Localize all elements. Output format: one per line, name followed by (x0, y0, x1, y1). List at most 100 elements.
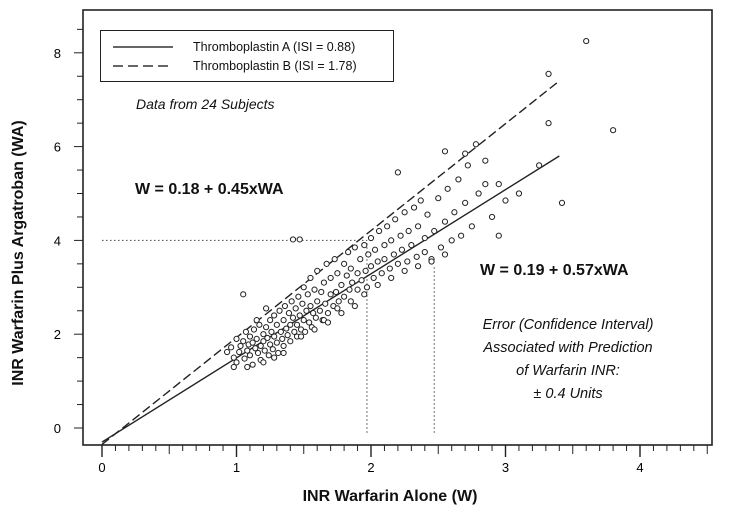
data-point (260, 331, 267, 338)
data-point (262, 305, 270, 312)
data-point (347, 298, 354, 305)
data-point (264, 334, 271, 342)
data-point (341, 260, 348, 267)
data-point (324, 319, 332, 326)
data-point (345, 249, 352, 256)
data-point (271, 333, 278, 340)
data-point (390, 251, 397, 258)
data-point (441, 148, 449, 155)
data-point (268, 328, 275, 335)
data-point (381, 256, 388, 263)
data-point (223, 348, 231, 356)
data-point (284, 332, 291, 339)
data-point (300, 317, 307, 324)
data-point (378, 270, 385, 277)
x-tick-label: 1 (233, 460, 240, 475)
data-point (311, 286, 318, 293)
y-tick-label: 4 (54, 233, 61, 248)
legend-entry-solid: Thromboplastin A (ISI = 0.88) (113, 38, 355, 56)
data-point (357, 256, 364, 263)
data-point (421, 249, 428, 256)
data-point (249, 339, 256, 346)
data-point (230, 354, 237, 361)
x-tick-label: 4 (636, 460, 643, 475)
data-point (322, 300, 329, 307)
data-point (394, 260, 401, 267)
data-point (374, 281, 381, 289)
data-point (246, 352, 254, 359)
data-point (464, 162, 471, 169)
data-point (365, 251, 372, 258)
error-line-2: Associated with Prediction (483, 340, 653, 356)
data-point (495, 232, 502, 239)
y-tick-label: 8 (54, 46, 61, 61)
data-point (394, 169, 401, 176)
data-point (295, 293, 302, 300)
regression-line-a (101, 155, 560, 443)
regression-line-b (101, 80, 560, 445)
data-point (265, 352, 272, 359)
data-point (318, 288, 325, 296)
data-point (583, 37, 590, 45)
data-point (558, 199, 566, 206)
data-point (545, 120, 552, 127)
data-point (545, 70, 552, 78)
data-point (375, 227, 383, 235)
data-point (253, 317, 260, 324)
data-point (451, 209, 458, 216)
data-point (331, 256, 338, 263)
data-point (367, 263, 375, 270)
data-point (610, 127, 617, 134)
data-point (280, 317, 287, 324)
data-point (296, 312, 303, 319)
data-point (288, 298, 295, 305)
data-point (299, 300, 306, 307)
data-point (306, 319, 313, 326)
solid-line-swatch (113, 46, 173, 48)
data-point (462, 199, 469, 206)
data-point (349, 279, 356, 286)
data-point (384, 223, 391, 230)
data-point (269, 346, 276, 353)
data-point (332, 288, 340, 296)
data-point (304, 291, 311, 298)
data-point (291, 328, 298, 335)
data-point (408, 241, 415, 249)
data-point (244, 363, 251, 371)
data-point (307, 302, 314, 310)
data-point (276, 307, 283, 314)
data-point (254, 349, 262, 357)
data-point (388, 237, 395, 244)
error-annotation: Error (Confidence Interval) Associated w… (458, 314, 678, 406)
data-point (271, 354, 278, 361)
legend-label-a: Thromboplastin A (ISI = 0.88) (193, 40, 356, 54)
data-point (414, 263, 422, 270)
data-point (327, 274, 334, 282)
data-point (296, 236, 303, 243)
data-point (307, 274, 314, 282)
data-point (458, 232, 465, 239)
data-point (462, 150, 469, 157)
data-point (475, 190, 482, 197)
data-point (300, 284, 307, 291)
data-point (343, 272, 350, 279)
legend-entry-dashed: Thromboplastin B (ISI = 1.78) (113, 57, 357, 75)
x-tick-label: 3 (502, 460, 509, 475)
data-point (361, 241, 368, 249)
data-point (249, 361, 256, 368)
data-point (358, 277, 365, 284)
data-point (335, 298, 342, 305)
data-point (488, 213, 496, 221)
data-points (223, 37, 617, 371)
data-point (414, 223, 422, 230)
data-point (341, 293, 348, 300)
data-point (277, 328, 284, 335)
data-point (311, 326, 318, 333)
data-point (281, 302, 289, 310)
x-axis-label: INR Warfarin Alone (W) (302, 488, 478, 505)
data-point (283, 325, 290, 332)
data-point (536, 162, 543, 169)
data-point (267, 317, 274, 324)
data-point (280, 349, 287, 357)
